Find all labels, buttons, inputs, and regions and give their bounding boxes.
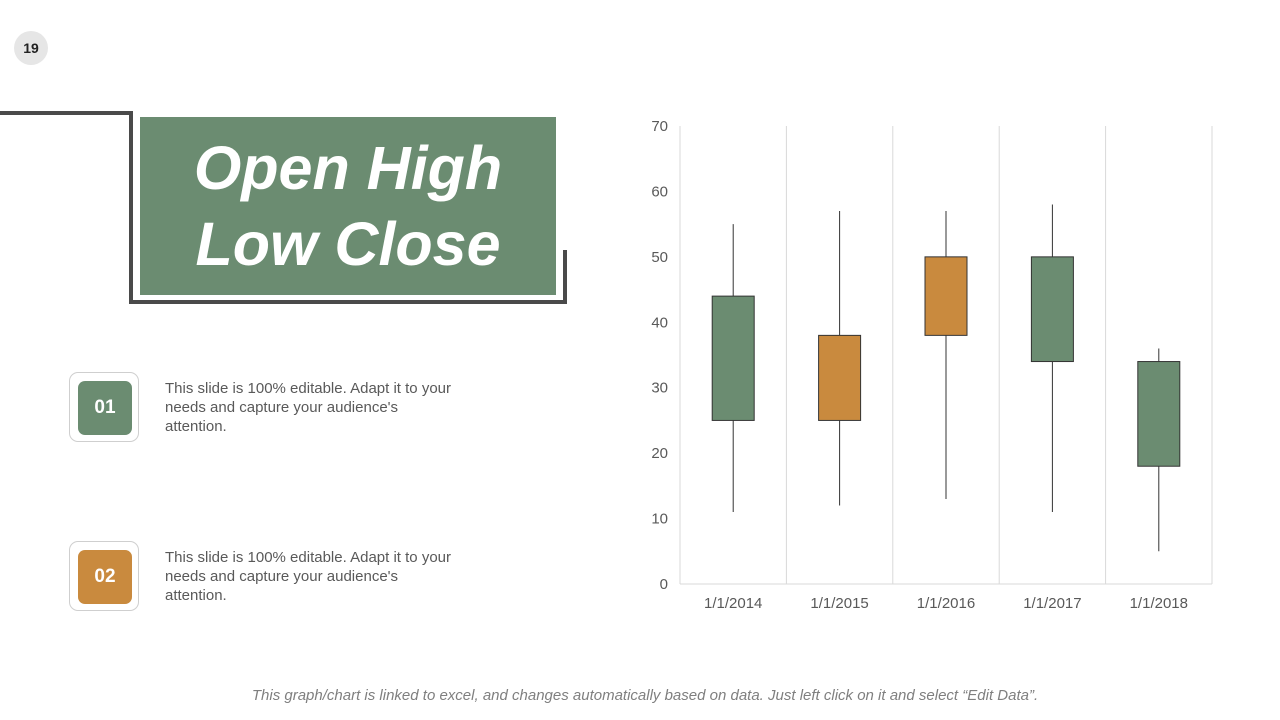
title-box: Open High Low Close bbox=[140, 117, 556, 295]
title-frame-left-line bbox=[129, 111, 133, 304]
y-tick-label: 30 bbox=[651, 380, 668, 397]
y-tick-label: 0 bbox=[660, 576, 668, 593]
y-tick-label: 20 bbox=[651, 445, 668, 462]
y-tick-label: 60 bbox=[651, 183, 668, 200]
y-tick-label: 10 bbox=[651, 511, 668, 528]
x-tick-label: 1/1/2017 bbox=[1023, 595, 1081, 612]
ohlc-chart[interactable]: 0 10 20 30 40 50 60 70 1/1/2014 1/1/2015 1/1/2016 1… bbox=[630, 110, 1230, 620]
x-tick-label: 1/1/2018 bbox=[1130, 595, 1188, 612]
candle-body bbox=[818, 334, 862, 421]
item-badge-frame: 01 bbox=[69, 372, 139, 442]
title-frame-top-line bbox=[0, 111, 133, 115]
candle-body bbox=[1030, 256, 1074, 363]
x-tick-label: 1/1/2016 bbox=[917, 595, 975, 612]
candle-body bbox=[924, 256, 968, 336]
item-number-badge: 02 bbox=[78, 550, 132, 604]
title-frame-right-line bbox=[563, 250, 567, 304]
page-number: 19 bbox=[14, 31, 48, 65]
candle-body bbox=[711, 295, 755, 421]
list-item-01: 01 This slide is 100% editable. Adapt it… bbox=[69, 372, 469, 444]
ohlc-chart-svg: 0 10 20 30 40 50 60 70 1/1/2014 1/1/2015 1/1/2016 1… bbox=[651, 118, 1213, 612]
item-number-badge: 01 bbox=[78, 381, 132, 435]
item-description: This slide is 100% editable. Adapt it to… bbox=[165, 549, 451, 604]
x-tick-label: 1/1/2014 bbox=[704, 595, 762, 612]
y-tick-label: 50 bbox=[651, 249, 668, 266]
title-frame-bottom-line bbox=[129, 300, 567, 304]
x-tick-label: 1/1/2015 bbox=[810, 595, 868, 612]
slide-title: Open High Low Close bbox=[193, 134, 503, 278]
list-item-02: 02 This slide is 100% editable. Adapt it… bbox=[69, 541, 469, 613]
footer-note: This graph/chart is linked to excel, and… bbox=[251, 687, 1039, 704]
item-description: This slide is 100% editable. Adapt it to… bbox=[165, 380, 451, 435]
y-tick-label: 40 bbox=[651, 314, 668, 331]
y-tick-label: 70 bbox=[651, 118, 668, 135]
candle-body bbox=[1137, 361, 1181, 467]
item-badge-frame: 02 bbox=[69, 541, 139, 611]
